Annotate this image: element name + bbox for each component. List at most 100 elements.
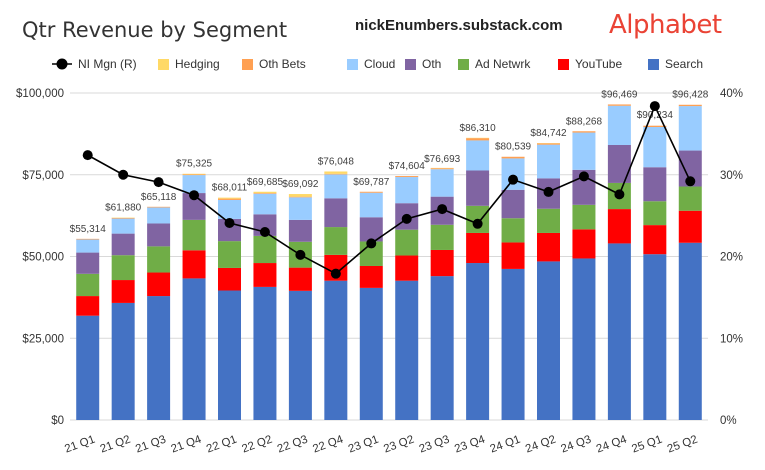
bar-oth-bets — [76, 238, 100, 240]
total-label: $69,787 — [353, 177, 390, 188]
bar-youtube — [572, 229, 596, 259]
x-tick-label: 24 Q4 — [595, 433, 629, 455]
ni-margin-point — [189, 190, 200, 201]
legend-marker-ni-mgn-r — [56, 58, 68, 70]
bar-ad-netwrk — [501, 218, 525, 243]
bar-search — [147, 296, 171, 420]
bar-cloud — [218, 199, 241, 219]
bar-youtube — [359, 265, 383, 288]
ni-margin-point — [685, 176, 696, 187]
ni-margin-point — [330, 268, 341, 279]
x-tick-label: 24 Q3 — [559, 434, 593, 456]
bar-cloud — [395, 177, 419, 204]
bar-oth — [501, 189, 525, 219]
bar-search — [76, 315, 100, 420]
bar-oth — [359, 217, 383, 242]
ni-margin-point — [224, 217, 235, 228]
bar-cloud — [76, 239, 100, 253]
total-label: $80,539 — [495, 142, 532, 153]
bar-youtube — [643, 225, 667, 255]
bar-ad-netwrk — [395, 229, 419, 256]
legend-swatch-oth-bets — [242, 59, 253, 70]
bar-youtube — [324, 254, 348, 281]
x-tick-label: 21 Q4 — [170, 433, 204, 455]
bar-search — [466, 263, 490, 420]
bar-ad-netwrk — [537, 208, 560, 233]
x-tick-label: 23 Q3 — [418, 434, 452, 456]
bar-cloud — [501, 158, 525, 190]
bar-cloud — [537, 144, 560, 179]
bar-oth-bets — [537, 143, 560, 145]
bar-ad-netwrk — [678, 186, 702, 211]
bar-oth-bets — [253, 193, 277, 194]
total-label: $90,234 — [637, 110, 674, 121]
bar-youtube — [253, 263, 277, 287]
ni-margin-point — [437, 204, 448, 215]
bar-youtube — [466, 232, 490, 264]
ni-margin-point — [401, 213, 412, 224]
bar-cloud — [182, 175, 206, 194]
bar-search — [501, 268, 525, 420]
bar-search — [607, 243, 631, 420]
x-tick-label: 22 Q4 — [311, 433, 345, 455]
legend-label-youtube: YouTube — [575, 57, 622, 71]
total-label: $75,325 — [176, 159, 213, 170]
ni-margin-point — [153, 177, 164, 188]
total-label: $69,685 — [247, 177, 284, 188]
bar-ad-netwrk — [324, 227, 348, 255]
bar-youtube — [182, 250, 206, 279]
bar-youtube — [501, 242, 525, 269]
bar-search — [253, 286, 277, 420]
bar-ad-netwrk — [572, 204, 596, 230]
bar-cloud — [430, 169, 454, 197]
bar-cloud — [253, 193, 277, 215]
x-tick-label: 23 Q2 — [382, 434, 416, 456]
ni-margin-point — [82, 150, 93, 161]
source-credit: nickEnumbers.substack.com — [355, 17, 563, 34]
bar-cloud — [572, 132, 596, 170]
bar-youtube — [395, 255, 419, 281]
bar-youtube — [430, 249, 454, 277]
bar-oth-bets — [111, 217, 135, 219]
x-tick-label: 22 Q3 — [276, 434, 310, 456]
bar-ad-netwrk — [76, 273, 100, 297]
bar-oth-bets — [182, 174, 206, 176]
bar-oth-bets — [501, 156, 525, 159]
bar-oth — [643, 167, 667, 202]
bar-cloud — [111, 218, 135, 234]
bar-cloud — [324, 174, 348, 199]
y-tick-label: $0 — [51, 415, 64, 427]
bar-oth-bets — [430, 168, 454, 170]
bar-search — [111, 302, 135, 420]
bar-search — [359, 287, 383, 420]
y2-tick-label: 40% — [720, 88, 743, 100]
ni-margin-point — [649, 101, 660, 112]
bar-cloud — [466, 140, 490, 171]
bar-search — [572, 258, 596, 420]
bar-hedging — [324, 171, 348, 174]
bar-cloud — [607, 105, 631, 145]
ni-margin-point — [578, 171, 589, 182]
x-tick-label: 24 Q2 — [524, 434, 558, 456]
legend-swatch-youtube — [558, 59, 569, 70]
y2-tick-label: 10% — [720, 333, 743, 345]
bar-cloud — [147, 207, 171, 224]
bar-search — [537, 261, 560, 420]
bar-search — [678, 242, 702, 420]
total-label: $74,604 — [389, 161, 426, 172]
total-label: $69,092 — [282, 179, 319, 190]
bar-youtube — [218, 267, 241, 291]
ni-margin-point — [472, 218, 483, 229]
x-tick-label: 21 Q3 — [134, 434, 168, 456]
ni-margin-line — [87, 104, 692, 275]
total-label: $84,742 — [530, 128, 567, 139]
total-label: $76,048 — [318, 156, 355, 167]
bar-oth-bets — [324, 173, 348, 175]
chart-title: Qtr Revenue by Segment — [22, 18, 288, 42]
y-tick-label: $50,000 — [22, 252, 64, 264]
bar-search — [430, 276, 454, 420]
bar-oth-bets — [572, 131, 596, 133]
alphabet-logo: Alphabet — [609, 10, 722, 40]
bar-oth-bets — [607, 104, 631, 106]
